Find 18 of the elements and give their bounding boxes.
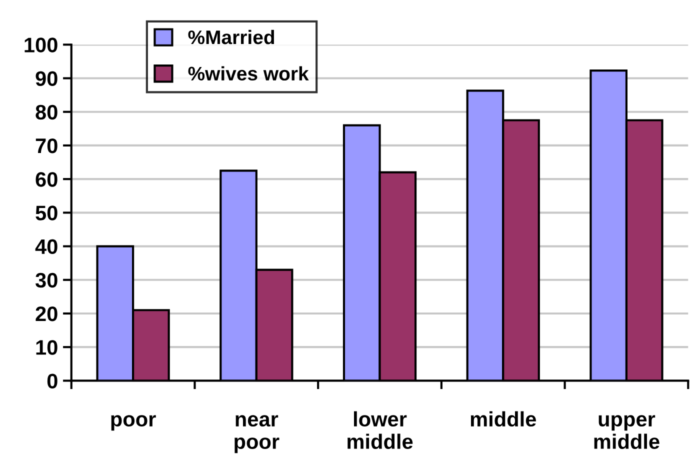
y-tick-label: 0 <box>47 374 58 388</box>
y-tick-label: 80 <box>36 104 58 120</box>
x-tick-label: lower middle <box>348 411 413 449</box>
y-tick-label: 100 <box>24 38 58 52</box>
y-tick-label: 50 <box>36 206 58 220</box>
y-tick-label: 30 <box>35 272 58 288</box>
y-tick-label: 90 <box>36 71 58 86</box>
x-tick-label: poor <box>111 415 156 431</box>
y-tick-label: 60 <box>36 172 58 187</box>
y-tick-label: 20 <box>36 306 58 322</box>
y-tick-label: 70 <box>36 138 58 154</box>
x-tick-label: near poor <box>234 415 280 454</box>
x-tick-label: upper middle <box>594 415 660 449</box>
x-tick-label: middle <box>470 411 536 427</box>
y-tick-label: 10 <box>36 340 58 355</box>
y-tick-label: 40 <box>35 239 58 254</box>
legend-label: %Married <box>188 30 274 44</box>
legend-label: %wives work <box>188 66 309 81</box>
